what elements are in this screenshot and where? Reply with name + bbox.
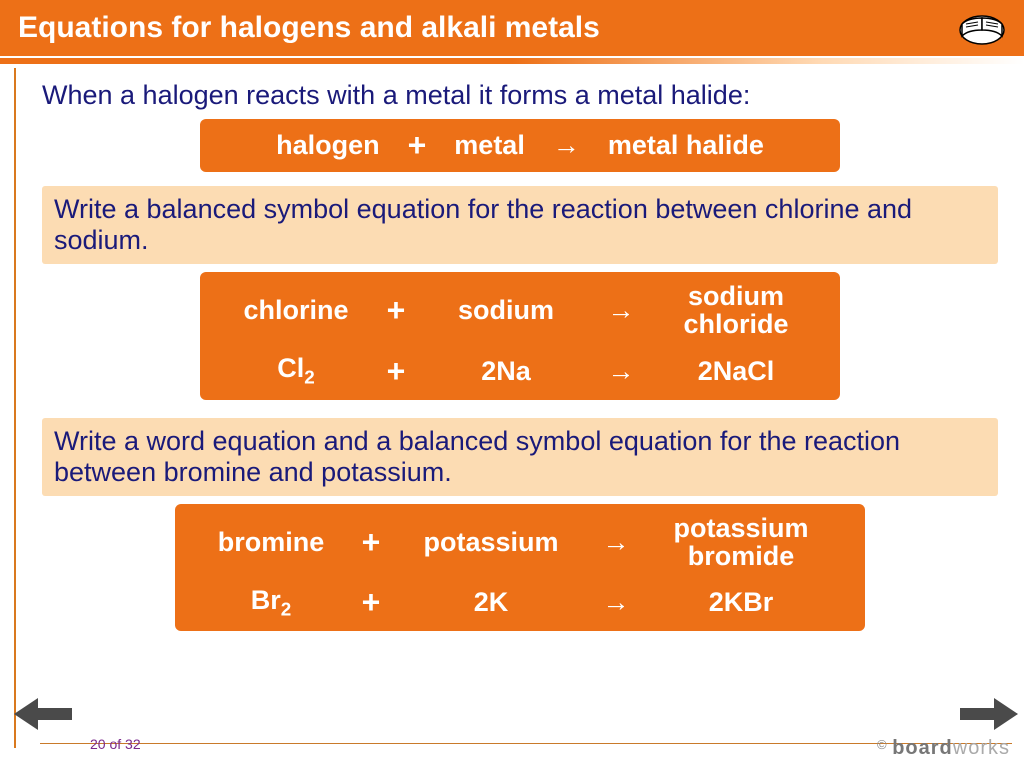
word-chlorine: chlorine bbox=[243, 295, 348, 326]
eq-term-halide: metal halide bbox=[608, 130, 764, 161]
word-potassium-bromide: potassium bromide bbox=[641, 514, 841, 571]
slide-footer: 20 of 32 © boardworks bbox=[0, 726, 1024, 762]
header-gradient-bar bbox=[0, 56, 1024, 64]
symbol-2kbr: 2KBr bbox=[709, 587, 774, 618]
word-potassium: potassium bbox=[423, 527, 558, 558]
left-border bbox=[14, 68, 16, 748]
prompt-bromine-potassium: Write a word equation and a balanced sym… bbox=[42, 418, 998, 496]
plus-symbol: + bbox=[387, 292, 406, 329]
word-bromine: bromine bbox=[218, 527, 325, 558]
page-number: 20 of 32 bbox=[90, 736, 141, 752]
prompt-chlorine-sodium: Write a balanced symbol equation for the… bbox=[42, 186, 998, 264]
plus-symbol: + bbox=[387, 353, 406, 390]
symbol-cl2: Cl2 bbox=[277, 353, 315, 389]
arrow-symbol: → bbox=[553, 130, 580, 161]
chlorine-sodium-equation: chlorine + sodium → sodium chloride Cl2 … bbox=[200, 272, 840, 400]
word-sodium-chloride: sodium chloride bbox=[646, 282, 826, 339]
symbol-br2: Br2 bbox=[251, 585, 292, 621]
arrow-symbol: → bbox=[608, 356, 635, 387]
slide-title: Equations for halogens and alkali metals bbox=[18, 11, 600, 45]
eq-term-halogen: halogen bbox=[276, 130, 380, 161]
arrow-symbol: → bbox=[603, 527, 630, 558]
plus-symbol: + bbox=[362, 584, 381, 621]
brand-part1: board bbox=[892, 737, 953, 759]
symbol-2k: 2K bbox=[474, 587, 509, 618]
word-sodium: sodium bbox=[458, 295, 554, 326]
book-icon bbox=[958, 8, 1006, 48]
bromine-potassium-equation: bromine + potassium → potassium bromide … bbox=[175, 504, 865, 632]
slide-content: When a halogen reacts with a metal it fo… bbox=[0, 64, 1024, 631]
general-equation-box: halogen + metal → metal halide bbox=[200, 119, 840, 172]
symbol-2nacl: 2NaCl bbox=[698, 356, 775, 387]
slide-header: Equations for halogens and alkali metals bbox=[0, 0, 1024, 56]
brand-logo: © boardworks bbox=[877, 737, 1010, 760]
symbol-2na: 2Na bbox=[481, 356, 531, 387]
plus-symbol: + bbox=[362, 524, 381, 561]
copyright-symbol: © bbox=[877, 737, 887, 752]
arrow-symbol: → bbox=[608, 295, 635, 326]
eq-term-metal: metal bbox=[454, 130, 525, 161]
arrow-symbol: → bbox=[603, 587, 630, 618]
plus-symbol: + bbox=[408, 127, 427, 164]
intro-text: When a halogen reacts with a metal it fo… bbox=[42, 80, 998, 111]
brand-part2: works bbox=[953, 737, 1010, 759]
